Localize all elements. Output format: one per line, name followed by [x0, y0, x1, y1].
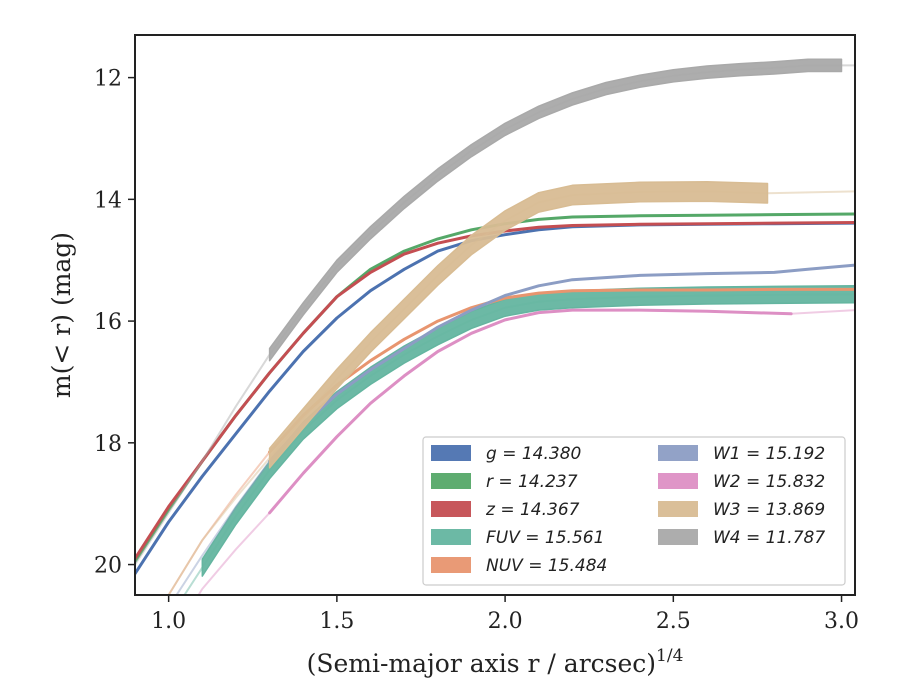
series-7-measured-band	[268, 180, 769, 469]
y-tick-label: 20	[94, 554, 122, 579]
series-6-measured-line	[268, 308, 793, 515]
legend-label-5: W1 = 15.192	[713, 444, 825, 464]
series-3	[183, 285, 855, 595]
y-tick-label: 16	[94, 310, 122, 335]
series-6	[197, 308, 855, 595]
x-axis-label-exponent: 1/4	[656, 646, 683, 666]
legend: g = 14.380 r = 14.237 z = 14.367 FUV = 15.5…	[422, 436, 846, 586]
series-8	[135, 58, 855, 566]
series-2	[135, 221, 855, 560]
legend-swatch-1	[431, 473, 471, 489]
series-2-measured-line	[135, 221, 855, 560]
legend-swatch-6	[658, 473, 698, 489]
x-axis-label: (Semi-major axis r / arcsec)1/4	[307, 646, 684, 678]
legend-label-8: W4 = 11.787	[713, 528, 825, 548]
series-5	[175, 263, 855, 595]
y-tick-label: 18	[94, 432, 122, 457]
x-tick-label: 2.0	[488, 609, 523, 634]
x-tick-label: 3.0	[824, 609, 859, 634]
legend-label-4: NUV = 15.484	[486, 556, 607, 576]
legend-swatch-4	[431, 557, 471, 573]
legend-swatch-0	[431, 445, 471, 461]
legend-swatch-7	[658, 501, 698, 517]
plot-frame	[134, 34, 856, 596]
legend-label-2: z = 14.367	[485, 500, 580, 520]
y-tick-label: 14	[94, 188, 122, 213]
legend-swatch-8	[658, 529, 698, 545]
series-3-measured-band	[201, 285, 855, 577]
legend-label-7: W3 = 13.869	[713, 500, 825, 520]
legend-label-1: r = 14.237	[486, 472, 578, 492]
series-5-measured-line	[268, 263, 855, 463]
legend-swatch-3	[431, 529, 471, 545]
y-tick-label: 12	[94, 67, 122, 92]
x-tick-label: 1.0	[151, 609, 186, 634]
legend-swatch-5	[658, 445, 698, 461]
series-7	[167, 180, 855, 595]
legend-label-0: g = 14.380	[486, 444, 581, 464]
x-tick-label: 1.5	[319, 609, 354, 634]
series-layer	[135, 58, 855, 595]
x-tick-label: 2.5	[656, 609, 691, 634]
legend-label-6: W2 = 15.832	[713, 472, 825, 492]
ticks-layer: 1.0 1.5 2.0 2.5 3.0 12 14 16 18 20	[94, 67, 859, 634]
legend-label-3: FUV = 15.561	[486, 528, 604, 548]
series-8-measured-band	[268, 58, 843, 362]
legend-swatch-2	[431, 501, 471, 517]
y-axis-label: m(< r) (mag)	[47, 232, 76, 398]
legend-box	[422, 436, 846, 586]
